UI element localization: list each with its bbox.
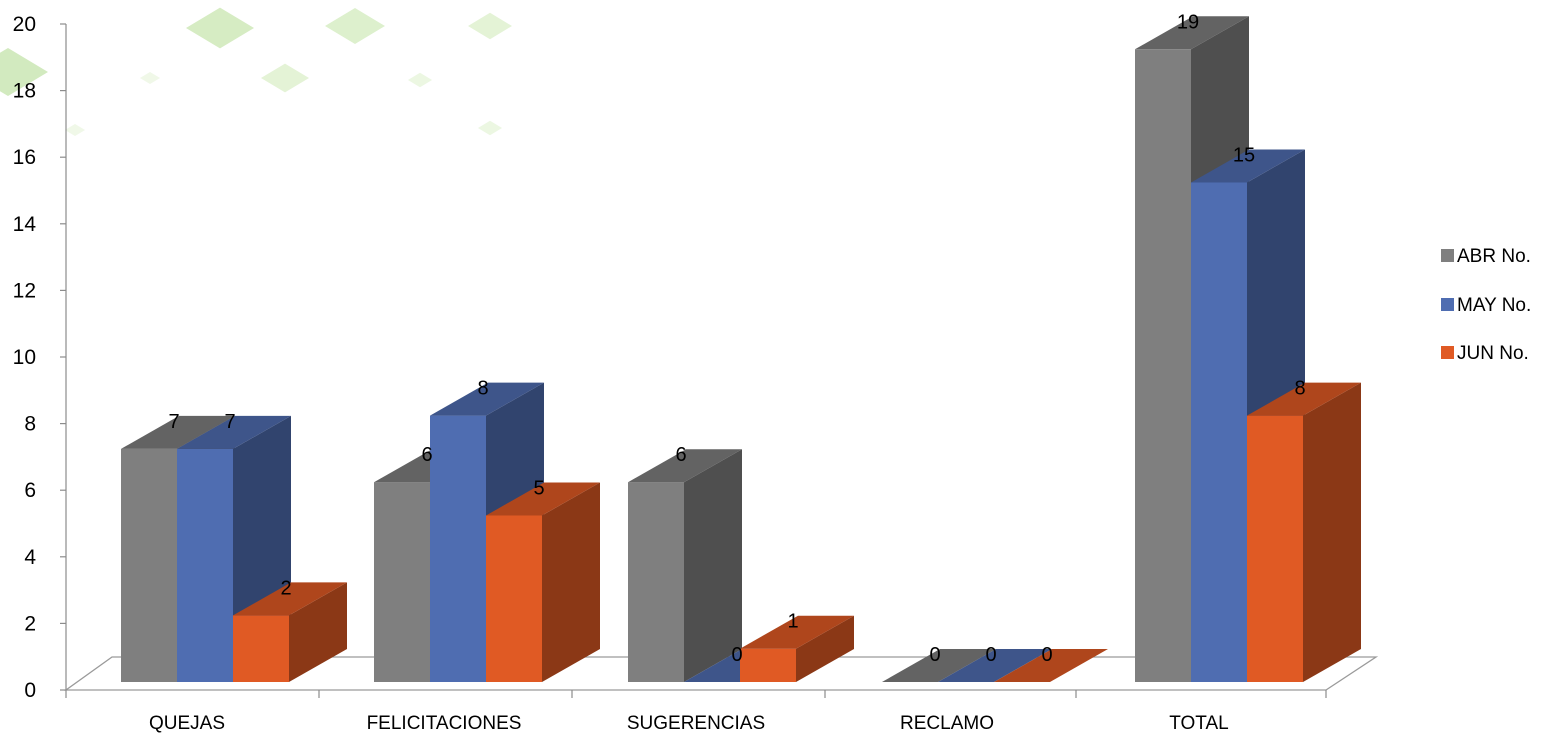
- legend-label: JUN No.: [1457, 343, 1529, 364]
- bar-top: [233, 582, 347, 616]
- background-diamond: [408, 72, 432, 88]
- bar: [994, 649, 1108, 682]
- background-diamond: [468, 12, 512, 40]
- data-labels: 7 7 2 6 8 5 6 0 1 0 0 0 19 15 8: [168, 11, 1305, 666]
- bar-top: [1247, 382, 1361, 416]
- y-tick-label: 4: [24, 546, 36, 569]
- floor-plane: [63, 656, 1379, 691]
- background-diamond: [65, 124, 85, 136]
- bar-top: [430, 382, 544, 416]
- legend-swatch: [1441, 298, 1454, 311]
- category-label: RECLAMO: [900, 713, 994, 734]
- bar-top: [628, 449, 742, 483]
- bar-front: [233, 615, 289, 682]
- bar-side: [289, 582, 347, 682]
- legend-label: ABR No.: [1457, 246, 1531, 267]
- bar: [938, 649, 1052, 682]
- data-label: 0: [985, 644, 996, 666]
- bar-top: [1191, 149, 1305, 183]
- bar: [1247, 382, 1361, 682]
- bar-top: [740, 615, 854, 649]
- bar-top: [882, 649, 996, 682]
- bar-side: [542, 482, 600, 682]
- data-label: 1: [787, 611, 798, 633]
- data-label: 2: [280, 577, 291, 599]
- y-tick-label: 2: [24, 612, 36, 635]
- data-label: 0: [1041, 644, 1052, 666]
- bar-front: [430, 415, 486, 682]
- bar-side: [796, 615, 854, 682]
- y-tick-label: 18: [13, 80, 36, 103]
- y-tick-label: 14: [13, 213, 37, 236]
- bar-top: [177, 415, 291, 449]
- legend-swatch: [1441, 249, 1454, 262]
- background-diamond: [0, 48, 48, 96]
- bar-front: [486, 515, 542, 682]
- bar-top: [1135, 16, 1249, 50]
- bar: [882, 649, 996, 682]
- legend-swatch: [1441, 346, 1454, 359]
- bar-front: [1247, 415, 1303, 682]
- background-diamond: [325, 8, 385, 44]
- legend-item: JUN No.: [1441, 343, 1529, 364]
- background-diamond: [261, 63, 309, 93]
- y-tick-label: 20: [13, 13, 36, 36]
- bar: [740, 615, 854, 682]
- data-label: 7: [224, 411, 235, 433]
- category-label: QUEJAS: [149, 713, 225, 734]
- data-label: 8: [1294, 378, 1305, 400]
- category-label: TOTAL: [1169, 713, 1228, 734]
- bar-top: [121, 415, 235, 449]
- y-tick-label: 16: [13, 146, 36, 169]
- background-decoration: [0, 7, 512, 136]
- y-tick-label: 10: [13, 346, 36, 369]
- data-label: 0: [929, 644, 940, 666]
- data-label: 19: [1177, 11, 1199, 33]
- chart-floor: [63, 656, 1379, 691]
- y-tick-label: 0: [24, 679, 36, 702]
- data-label: 6: [421, 444, 432, 466]
- bar-side: [684, 449, 742, 682]
- bar-front: [121, 448, 177, 682]
- bar: [233, 582, 347, 682]
- data-label: 0: [731, 644, 742, 666]
- background-diamond: [478, 120, 502, 136]
- bar-front: [177, 448, 233, 682]
- bar-front: [740, 648, 796, 682]
- category-label: FELICITACIONES: [367, 713, 522, 734]
- legend-label: MAY No.: [1457, 295, 1531, 316]
- bars: [121, 16, 1361, 683]
- data-label: 5: [533, 478, 544, 500]
- background-diamond: [140, 72, 160, 84]
- data-label: 8: [477, 378, 488, 400]
- bar-side: [1303, 382, 1361, 682]
- bar-front: [628, 482, 684, 682]
- bar-front: [1135, 49, 1191, 683]
- bar-top: [938, 649, 1052, 682]
- background-diamond: [186, 7, 254, 49]
- bar-top: [486, 482, 600, 516]
- bar: [486, 482, 600, 682]
- category-label: SUGERENCIAS: [627, 713, 765, 734]
- bar-front: [1191, 182, 1247, 682]
- legend: ABR No. MAY No. JUN No.: [1441, 246, 1531, 364]
- y-tick-label: 8: [24, 413, 36, 436]
- legend-item: MAY No.: [1441, 295, 1531, 316]
- y-tick-label: 12: [13, 279, 36, 302]
- bar: [628, 449, 742, 682]
- data-label: 15: [1233, 145, 1255, 167]
- bar-top: [994, 649, 1108, 682]
- y-tick-label: 6: [24, 479, 36, 502]
- bar-front: [374, 482, 430, 682]
- data-label: 6: [675, 444, 686, 466]
- data-label: 7: [168, 411, 179, 433]
- legend-item: ABR No.: [1441, 246, 1531, 267]
